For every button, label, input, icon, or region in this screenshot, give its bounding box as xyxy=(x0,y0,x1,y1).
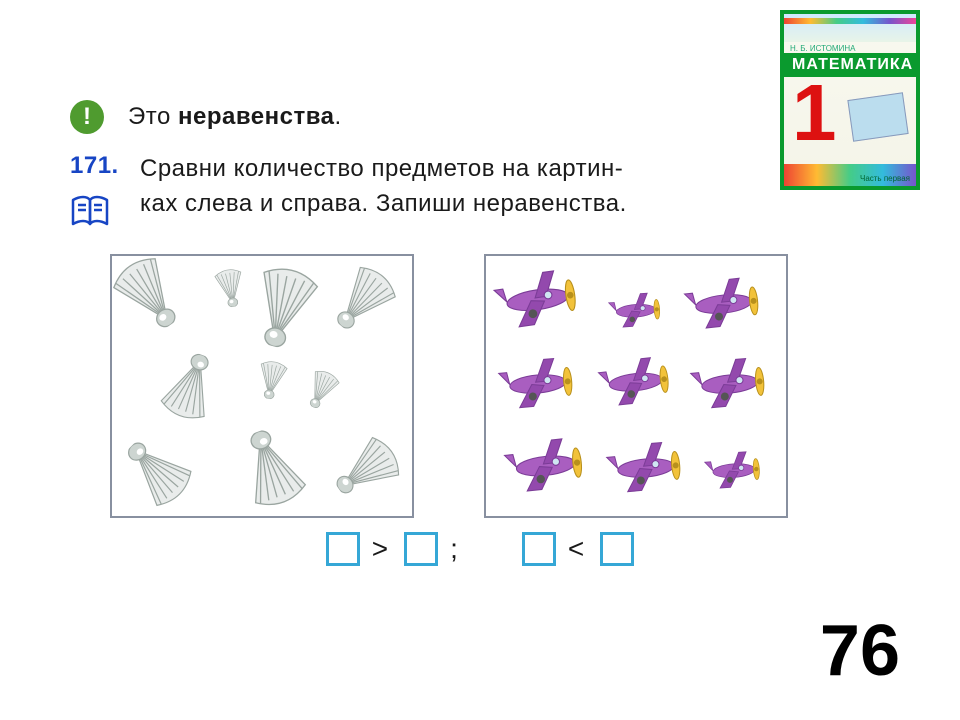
info-suffix: . xyxy=(335,103,342,130)
picture-left-frame xyxy=(110,254,414,518)
operator-lt: < xyxy=(568,533,588,565)
task-line2: ках слева и справа. Запиши неравенства. xyxy=(140,190,627,217)
airplane-icon xyxy=(590,345,682,425)
blank-box[interactable] xyxy=(522,532,556,566)
shuttlecock-icon xyxy=(309,243,419,354)
task-left-col: 171. xyxy=(70,152,126,230)
airplane-icon xyxy=(603,284,670,341)
operator-gt: > xyxy=(372,533,392,565)
shuttlecock-icon xyxy=(292,358,352,419)
airplane-icon xyxy=(495,424,597,512)
open-book-icon xyxy=(70,190,110,230)
picture-right-frame xyxy=(484,254,788,518)
textbook-cover: Н. Б. ИСТОМИНА МАТЕМАТИКА 1 Часть первая xyxy=(780,10,920,190)
blank-box[interactable] xyxy=(326,532,360,566)
cover-top-band xyxy=(784,14,916,42)
info-prefix: Это xyxy=(128,103,178,130)
airplane-icon xyxy=(698,442,769,503)
info-bold: неравенства xyxy=(178,103,335,130)
airplane-icon xyxy=(682,345,778,428)
cover-part: Часть первая xyxy=(860,174,910,183)
airplane-icon xyxy=(598,429,694,512)
page-number: 76 xyxy=(820,610,900,692)
task-line1: Сравни количество предметов на картин- xyxy=(140,155,623,182)
airplane-icon xyxy=(490,345,586,428)
cover-author: Н. Б. ИСТОМИНА xyxy=(784,42,916,53)
picture-boxes-row xyxy=(110,254,890,518)
airplane-icon xyxy=(483,255,593,350)
shuttlecock-icon xyxy=(88,232,208,353)
attention-mark: ! xyxy=(83,103,91,131)
task-row: 171. Сравни количество предметов на карт… xyxy=(70,152,890,230)
task-text: Сравни количество предметов на картин- к… xyxy=(140,152,890,222)
answer-group-2: < xyxy=(522,532,634,566)
task-number: 171. xyxy=(70,152,119,180)
cover-notebook-illustration xyxy=(847,92,908,141)
airplane-icon xyxy=(675,265,772,349)
blank-box[interactable] xyxy=(600,532,634,566)
shuttlecock-icon xyxy=(313,414,423,523)
blank-box[interactable] xyxy=(404,532,438,566)
shuttlecock-icon xyxy=(246,352,297,406)
info-row: ! Это неравенства. xyxy=(70,100,890,134)
attention-icon: ! xyxy=(70,100,104,134)
answer-group-1: > ; xyxy=(326,532,462,566)
info-text: Это неравенства. xyxy=(128,103,342,131)
shuttlecock-icon xyxy=(215,412,330,530)
separator: ; xyxy=(450,533,462,565)
answers-row: > ; < xyxy=(70,532,890,566)
cover-rainbow xyxy=(784,18,916,24)
